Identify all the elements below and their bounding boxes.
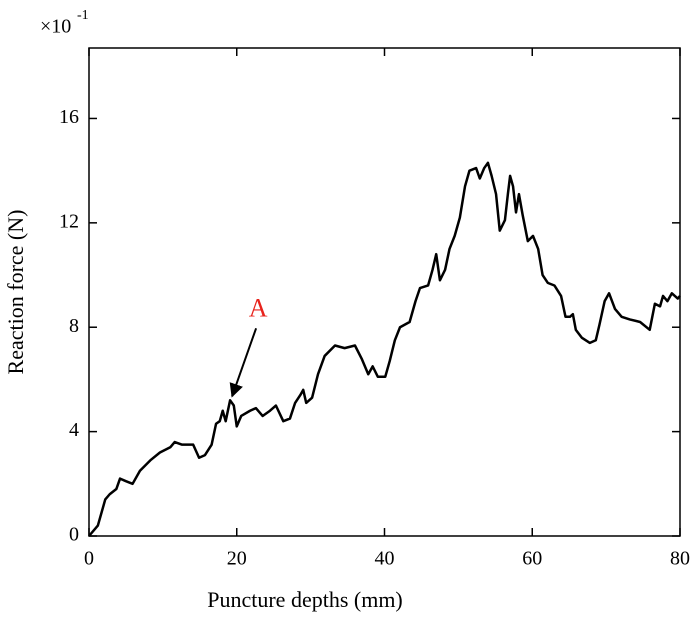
plot-frame: [88, 47, 681, 537]
x-tick-label: 80: [670, 548, 690, 570]
y-tick-label: 4: [69, 419, 79, 441]
annotation-label: A: [249, 293, 268, 322]
y-multiplier-exponent: -1: [77, 8, 89, 23]
data-line: [88, 161, 681, 537]
y-multiplier: ×10: [40, 16, 71, 38]
x-tick-label: 20: [227, 548, 247, 570]
y-tick-label: 12: [59, 210, 79, 232]
y-axis-title: Reaction force (N): [3, 210, 28, 375]
y-tick-label: 16: [59, 106, 79, 128]
x-axis-title: Puncture depths (mm): [207, 587, 403, 612]
x-tick-label: 0: [84, 548, 94, 570]
x-tick-label: 60: [522, 548, 542, 570]
annotation-arrow: [229, 327, 258, 398]
x-tick-label: 40: [375, 548, 395, 570]
y-tick-label: 0: [69, 524, 79, 546]
y-tick-label: 8: [69, 315, 79, 337]
